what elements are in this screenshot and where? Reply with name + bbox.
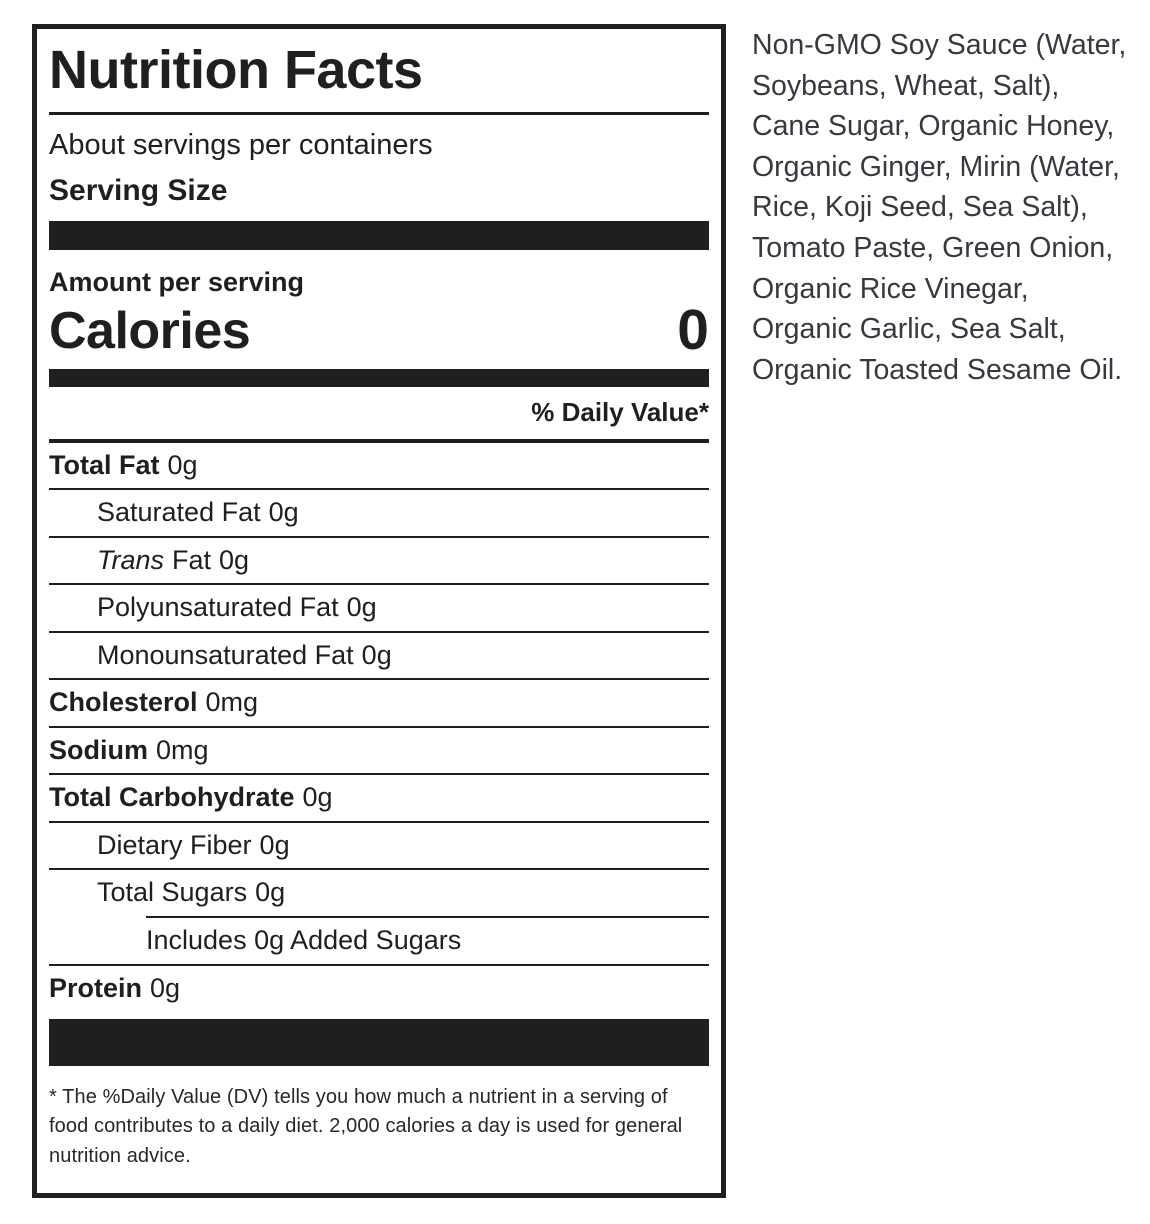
nutrient-name: Dietary Fiber xyxy=(97,829,252,860)
nutrient-amount: 0g xyxy=(259,829,290,860)
nutrient-amount: 0g xyxy=(268,497,299,528)
nutrient-amount: 0g xyxy=(302,782,333,813)
nutrient-row-saturated-fat: Saturated Fat 0g xyxy=(49,490,709,538)
nutrient-row-trans-fat: Trans Fat 0g xyxy=(49,538,709,586)
nutrition-facts-panel: Nutrition Facts About servings per conta… xyxy=(32,24,726,1198)
nutrient-row-total-carbohydrate: Total Carbohydrate 0g xyxy=(49,775,709,823)
nutrient-row-dietary-fiber: Dietary Fiber 0g xyxy=(49,823,709,871)
serving-size-bar xyxy=(49,220,709,250)
nutrient-amount: 0mg xyxy=(156,734,209,765)
nutrient-name-italic: Trans xyxy=(97,544,165,575)
nutrient-name: Total Fat xyxy=(49,449,160,480)
nutrient-name: Fat xyxy=(172,544,212,575)
daily-value-footnote: * The %Daily Value (DV) tells you how mu… xyxy=(49,1085,683,1167)
nutrient-row-protein: Protein 0g xyxy=(49,966,709,1012)
calories-value: 0 xyxy=(677,297,709,362)
serving-size-label: Serving Size xyxy=(49,173,228,207)
amount-per-serving-label: Amount per serving xyxy=(49,266,305,297)
nutrition-facts-title: Nutrition Facts xyxy=(49,40,423,100)
nutrient-name: Includes 0g Added Sugars xyxy=(146,925,462,956)
nutrient-amount: 0g xyxy=(167,449,198,480)
nutrient-name: Sodium xyxy=(49,734,148,765)
nutrient-row-cholesterol: Cholesterol 0mg xyxy=(49,680,709,728)
nutrient-row-sodium: Sodium 0mg xyxy=(49,728,709,776)
nutrient-amount: 0mg xyxy=(205,687,259,718)
nutrient-name: Saturated Fat xyxy=(97,497,261,528)
added-sugars-divider xyxy=(146,915,709,919)
nutrient-amount: 0g xyxy=(219,544,250,575)
nutrient-row-total-fat: Total Fat 0g xyxy=(49,443,709,491)
title-divider xyxy=(49,112,709,116)
nutrient-amount: 0g xyxy=(150,973,181,1004)
ingredients-text: Non-GMO Soy Sauce (Water, Soybeans, Whea… xyxy=(752,29,1127,386)
nutrient-name: Polyunsaturated Fat xyxy=(97,592,339,623)
nutrient-row-added-sugars: Includes 0g Added Sugars xyxy=(49,918,709,966)
calories-bar xyxy=(49,368,709,387)
nutrient-name: Protein xyxy=(49,973,143,1004)
calories-row: Calories 0 xyxy=(49,297,709,362)
nutrient-name: Cholesterol xyxy=(49,687,198,718)
daily-value-header: % Daily Value* xyxy=(49,387,709,443)
calories-label: Calories xyxy=(49,302,251,361)
servings-per-container-text: About servings per containers xyxy=(49,129,433,162)
nutrient-name: Total Sugars xyxy=(97,877,248,908)
nutrient-row-monounsaturated-fat: Monounsaturated Fat 0g xyxy=(49,633,709,681)
nutrient-amount: 0g xyxy=(346,592,377,623)
footer-bar xyxy=(49,1018,709,1066)
nutrient-amount: 0g xyxy=(361,639,392,670)
nutrient-row-polyunsaturated-fat: Polyunsaturated Fat 0g xyxy=(49,585,709,633)
nutrient-amount: 0g xyxy=(255,877,286,908)
nutrient-row-total-sugars: Total Sugars 0g xyxy=(49,870,709,916)
nutrient-name: Total Carbohydrate xyxy=(49,782,295,813)
nutrient-name: Monounsaturated Fat xyxy=(97,639,354,670)
